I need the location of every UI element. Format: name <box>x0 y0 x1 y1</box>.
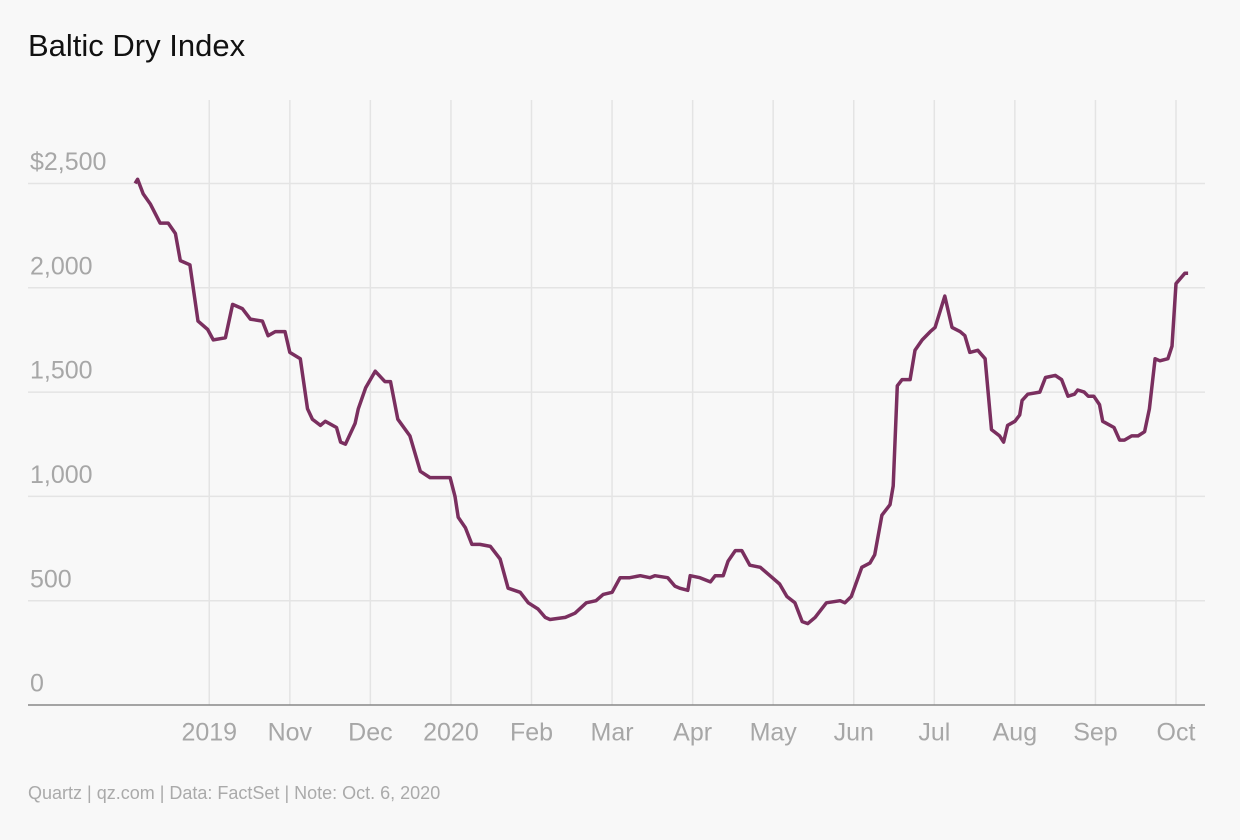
x-tick-label: Jul <box>918 719 950 747</box>
chart-title: Baltic Dry Index <box>28 28 246 63</box>
x-tick-label: May <box>750 719 798 747</box>
x-tick-label: Jun <box>834 719 874 747</box>
x-tick-label: Oct <box>1157 719 1196 747</box>
y-tick-label: 1,500 <box>30 357 93 385</box>
x-tick-label: Mar <box>591 719 634 747</box>
x-tick-label: Apr <box>673 719 712 747</box>
x-tick-label: Sep <box>1073 719 1117 747</box>
x-tick-label: Aug <box>993 719 1037 747</box>
y-tick-label: $2,500 <box>30 148 106 176</box>
y-tick-label: 2,000 <box>30 252 93 280</box>
x-tick-label: 2020 <box>423 719 479 747</box>
y-tick-label: 0 <box>30 670 44 698</box>
x-tick-label: Nov <box>268 719 313 747</box>
source-note: Quartz | qz.com | Data: FactSet | Note: … <box>28 783 440 803</box>
x-tick-label: Feb <box>510 719 553 747</box>
x-tick-label: Dec <box>348 719 392 747</box>
x-tick-label: 2019 <box>181 719 237 747</box>
y-tick-label: 500 <box>30 565 72 593</box>
data-line <box>133 177 1189 626</box>
y-tick-label: 1,000 <box>30 461 93 489</box>
